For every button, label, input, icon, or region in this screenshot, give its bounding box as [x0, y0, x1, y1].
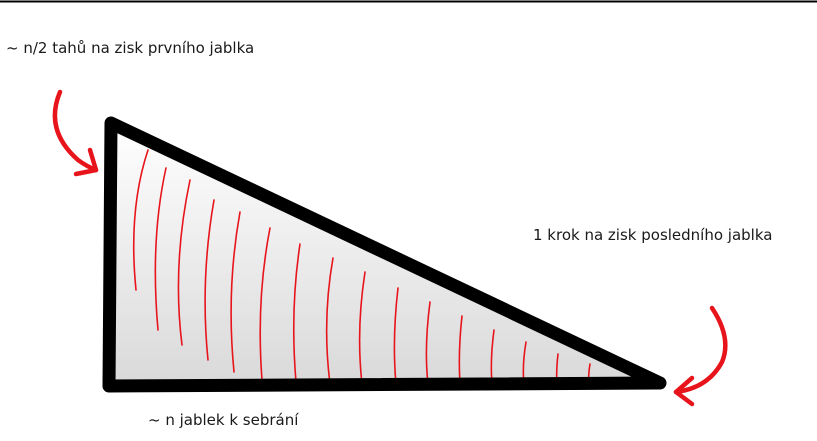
arrow-last-apple-icon — [673, 305, 728, 407]
hatch-stroke — [230, 211, 241, 373]
label-last-apple-step: 1 krok na zisk posledního jablka — [533, 226, 773, 244]
hatch-stroke — [292, 243, 301, 383]
hatch-stroke — [259, 227, 271, 381]
hatch-stroke — [204, 199, 215, 361]
hatch-stroke — [177, 179, 191, 346]
hatch-strokes — [132, 149, 591, 385]
hatch-stroke — [154, 167, 167, 331]
hatch-stroke — [393, 287, 399, 385]
arrow-first-apple-icon — [52, 89, 99, 177]
triangle-outline — [102, 116, 667, 393]
hatch-stroke — [325, 257, 334, 385]
hatch-stroke — [425, 301, 431, 385]
label-apples-to-collect: ~ n jablek k sebrání — [148, 411, 299, 429]
hatch-stroke — [132, 149, 149, 291]
hatch-stroke — [358, 271, 366, 385]
label-first-apple-moves: ~ n/2 tahů na zisk prvního jablka — [6, 39, 255, 57]
